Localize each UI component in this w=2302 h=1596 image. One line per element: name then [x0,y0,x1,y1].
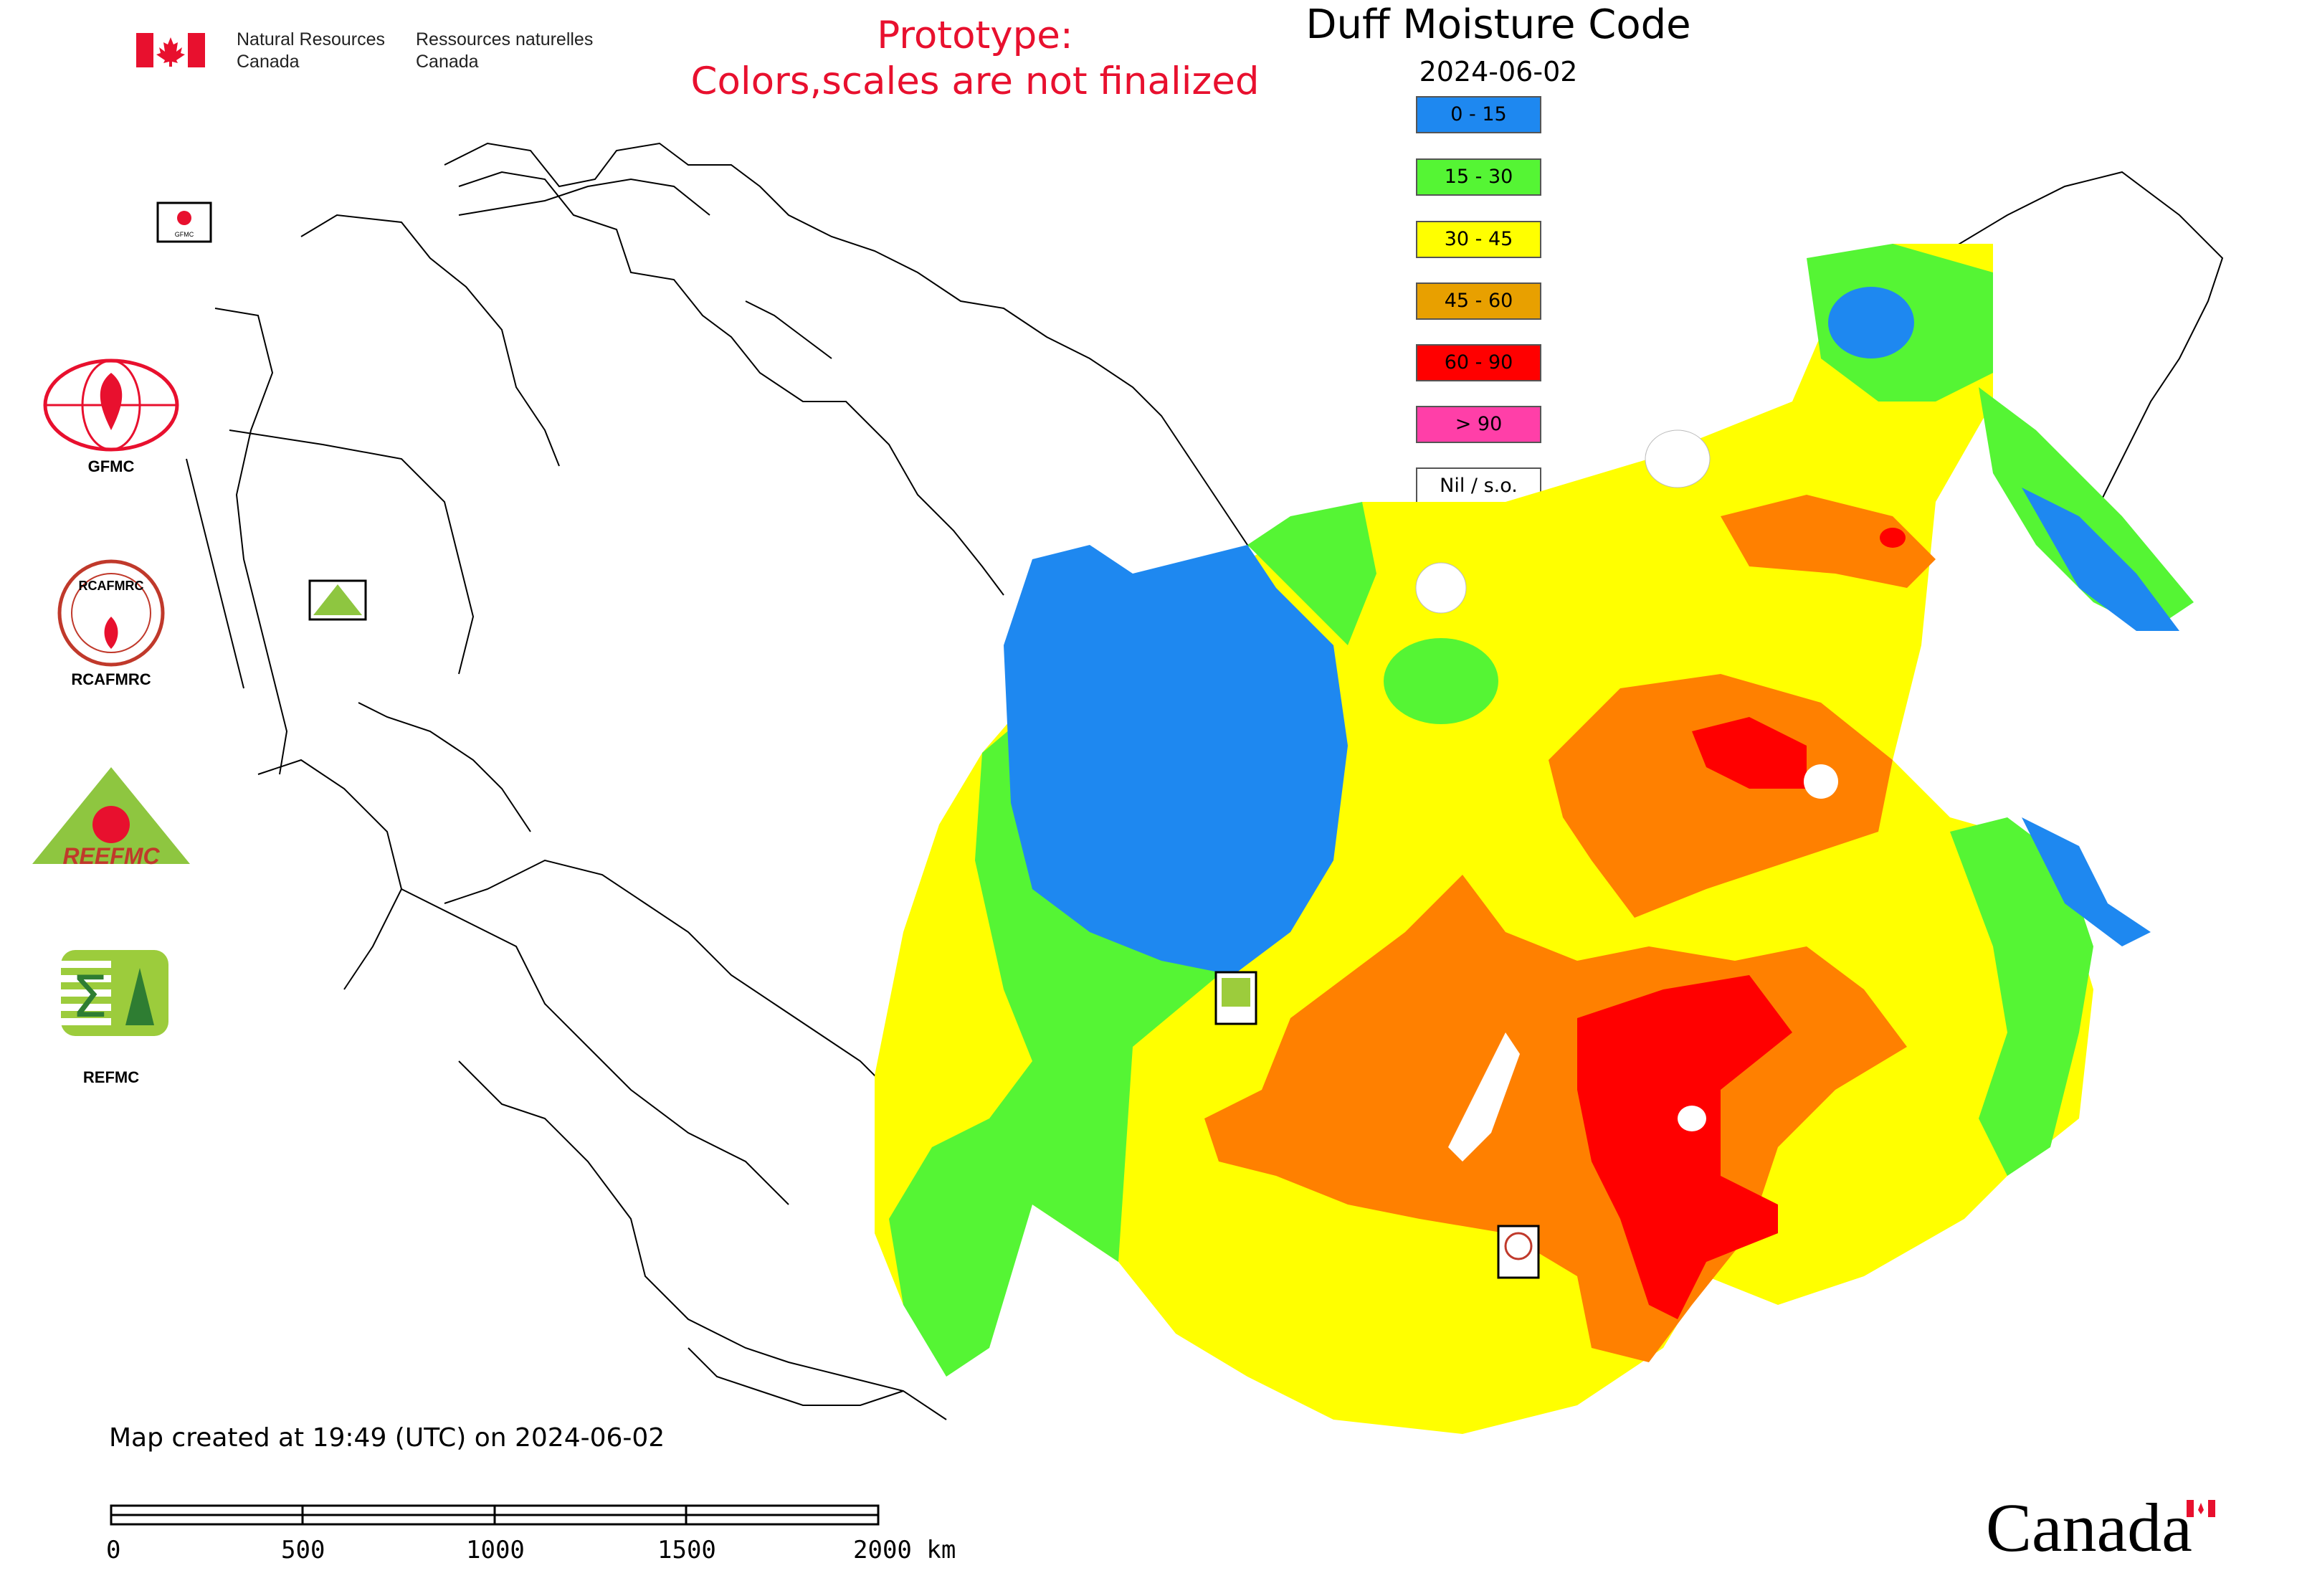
scale-label-500: 500 [281,1536,325,1564]
dmc-zone-0-15 [2022,817,2151,946]
prototype-notice-line1: Prototype: [877,14,1073,57]
svg-text:Σ: Σ [72,964,108,1030]
dmc-zone-0-15 [1004,545,1348,975]
rcafmrc-label: RCAFMRC [71,670,151,688]
scale-label-1000: 1000 [466,1536,525,1564]
legend-item-0-15: 0 - 15 [1416,96,1541,133]
org-logos: RCAFMRC REEFMC Σ [32,358,190,1036]
rcafmrc-marker-icon [1497,1225,1540,1279]
scale-label-0: 0 [106,1536,121,1564]
border-line [229,429,475,675]
lake-baikal [1448,1032,1520,1162]
map-created-note: Map created at 19:49 (UTC) on 2024-06-02 [109,1423,665,1453]
scale-bar [110,1504,880,1526]
legend-item-over-90: > 90 [1416,406,1541,443]
prototype-notice: Prototype: Colors,scales are not finaliz… [645,13,1305,105]
legend-item-60-90: 60 - 90 [1416,344,1541,381]
gfmc-logo [43,358,179,452]
gfmc-label: GFMC [87,457,135,475]
canada-wordmark: Canada [1986,1489,2192,1566]
canada-flag-icon [136,33,205,67]
border-line [458,1060,947,1420]
prototype-notice-line2: Colors,scales are not finalized [690,60,1260,103]
border-line [300,214,560,467]
border-line [688,1347,904,1406]
dmc-zone-60-90 [1577,975,1792,1319]
canada-wordmark-flag-icon [2187,1500,2215,1517]
border-line [745,300,832,359]
dmc-zone-15-30 [1979,387,2194,631]
refmc-marker-glyph [1222,978,1250,1007]
gfmc-marker-glyph [177,211,191,225]
dmc-raster [875,244,2194,1434]
agency-name-fr: Ressources naturelles Canada [416,29,594,72]
dmc-zone-60-90 [1692,717,1807,789]
map-title: Duff Moisture Code [1305,1,1691,48]
reefmc-logo-text: REEFMC [62,843,160,869]
dmc-zone-45-60 [1549,674,1893,918]
map-date: 2024-06-02 [1419,56,1578,87]
legend-item-45-60: 45 - 60 [1416,282,1541,320]
dmc-zone-0-15 [2022,488,2179,631]
border-line [458,171,1004,596]
dmc-zone-15-30 [1384,638,1498,724]
scale-label-2000km: 2000 km [853,1536,956,1564]
scale-label-1500: 1500 [657,1536,716,1564]
dmc-zone-15-30 [1247,502,1376,645]
rcafmrc-logo-text: RCAFMRC [79,579,144,593]
border-line [458,178,710,216]
reefmc-logo: REEFMC [32,767,190,869]
center-markers: GFMC [156,201,1540,1279]
reefmc-marker-glyph [313,584,362,615]
refmc-label: REFMC [82,1068,140,1086]
dmc-zone-nil [1804,764,1838,799]
border-line [186,458,244,689]
dmc-zone-60-90 [1880,528,1906,548]
dmc-zone-nil [1678,1106,1706,1131]
rcafmrc-marker-glyph [1504,1232,1533,1260]
refmc-logo: Σ [61,950,168,1036]
border-line [214,308,288,775]
border-line [444,859,890,1091]
agency-name-en: Natural Resources Canada [237,29,386,72]
border-line [358,702,531,832]
gfmc-marker-text: GFMC [175,231,194,238]
rcafmrc-logo: RCAFMRC [57,559,165,667]
dmc-zone-nil [1645,429,1711,488]
dmc-zone-nil [1415,562,1467,614]
legend-item-15-30: 15 - 30 [1416,158,1541,196]
legend-item-30-45: 30 - 45 [1416,221,1541,258]
dmc-zone-0-15 [1828,287,1914,358]
dmc-zone-45-60 [1721,495,1936,588]
dmc-zone-15-30 [1950,817,2093,1176]
border-line [257,759,403,990]
border-line [401,888,789,1205]
